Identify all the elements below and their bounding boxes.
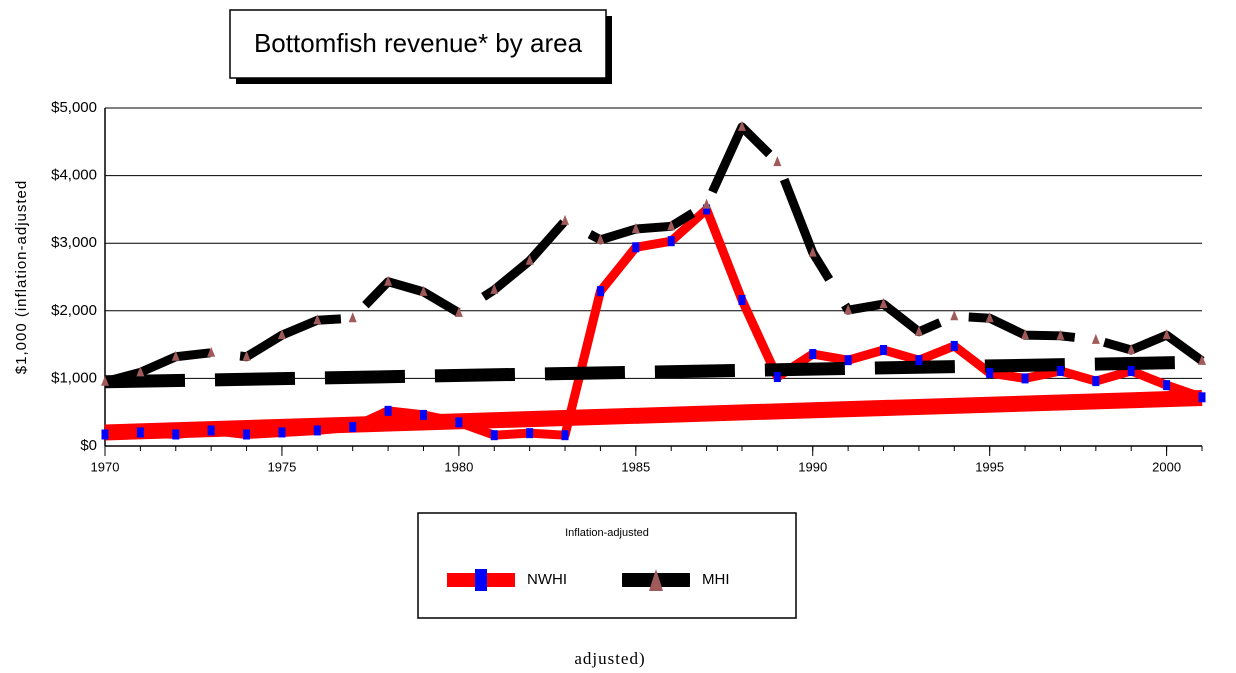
marker [986, 367, 994, 378]
marker [738, 294, 746, 305]
marker [596, 286, 604, 297]
y-tick-label: $3,000 [51, 234, 97, 251]
marker [914, 325, 923, 336]
y-tick-label: $5,000 [51, 99, 97, 116]
marker [101, 375, 109, 386]
marker [348, 312, 357, 323]
marker [1162, 329, 1171, 340]
marker [667, 236, 675, 247]
marker [1056, 365, 1064, 376]
marker [880, 345, 888, 356]
marker [1198, 354, 1206, 365]
x-tick-label: 1970 [91, 459, 120, 474]
marker [490, 430, 498, 441]
marker [808, 246, 817, 257]
marker [667, 220, 676, 231]
marker [525, 254, 534, 265]
marker [737, 120, 746, 131]
x-tick-label: 1980 [444, 459, 473, 474]
y-tick-label: $2,000 [51, 302, 97, 319]
marker [632, 242, 640, 253]
y-tick-label: $0 [80, 437, 97, 454]
x-tick-label: 1985 [621, 459, 650, 474]
marker [1091, 333, 1100, 344]
marker [1021, 373, 1029, 384]
marker [419, 409, 427, 420]
marker [277, 329, 286, 340]
marker [172, 429, 180, 440]
marker [702, 198, 711, 209]
x-tick-label: 1990 [798, 459, 827, 474]
marker [526, 428, 534, 439]
legend-marker [649, 569, 663, 591]
marker [455, 417, 463, 428]
marker [950, 310, 959, 321]
marker [1127, 344, 1136, 355]
marker [1092, 376, 1100, 387]
marker [242, 350, 251, 361]
series-line [104, 204, 1204, 440]
marker [773, 156, 782, 167]
marker [915, 355, 923, 366]
legend-box [417, 512, 797, 619]
x-tick-label: 2000 [1152, 459, 1181, 474]
series-line [103, 122, 1205, 387]
marker [243, 429, 251, 440]
marker [631, 223, 640, 234]
marker [1056, 329, 1065, 340]
marker [171, 350, 180, 361]
x-tick-label: 1995 [975, 459, 1004, 474]
marker [773, 372, 781, 383]
marker [703, 204, 711, 215]
marker [490, 283, 499, 294]
marker [384, 405, 392, 416]
marker [561, 214, 570, 225]
legend-marker [475, 569, 487, 591]
marker [136, 427, 144, 438]
marker [844, 355, 852, 366]
marker [1163, 380, 1171, 391]
marker [454, 306, 463, 317]
legend-label: NWHI [527, 571, 567, 588]
marker [207, 425, 215, 436]
footnote: adjusted) [574, 649, 645, 668]
marker [136, 366, 145, 377]
marker [844, 304, 853, 315]
marker [419, 285, 428, 296]
y-tick-label: $4,000 [51, 167, 97, 184]
marker [1198, 392, 1206, 403]
marker [384, 275, 393, 286]
legend-title: Inflation-adjusted [565, 527, 649, 539]
marker [950, 340, 958, 351]
legend-label: MHI [702, 571, 730, 588]
marker [1127, 365, 1135, 376]
marker [207, 346, 216, 357]
y-axis-label: $1,000 (inflation-adjusted [13, 180, 30, 374]
marker [809, 349, 817, 360]
marker [879, 298, 888, 309]
marker [313, 425, 321, 436]
trendline [104, 390, 1203, 441]
marker [596, 233, 605, 244]
trendline [104, 355, 1203, 389]
title-box [229, 9, 607, 79]
marker [313, 314, 322, 325]
marker [101, 429, 109, 440]
chart-title: Bottomfish revenue* by area [254, 28, 583, 58]
y-tick-label: $1,000 [51, 369, 97, 386]
marker [985, 312, 994, 323]
x-tick-label: 1975 [267, 459, 296, 474]
marker [1021, 329, 1030, 340]
marker [278, 427, 286, 438]
marker [349, 422, 357, 433]
marker [561, 430, 569, 441]
